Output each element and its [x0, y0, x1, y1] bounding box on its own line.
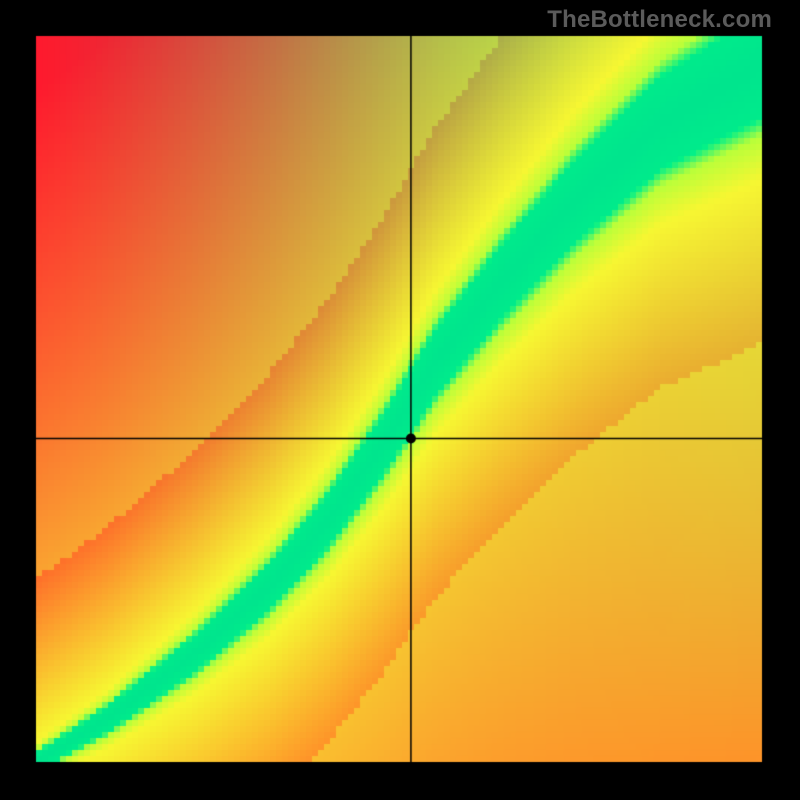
heatmap-canvas	[0, 0, 800, 800]
watermark-text: TheBottleneck.com	[547, 6, 772, 34]
root: TheBottleneck.com	[0, 0, 800, 800]
